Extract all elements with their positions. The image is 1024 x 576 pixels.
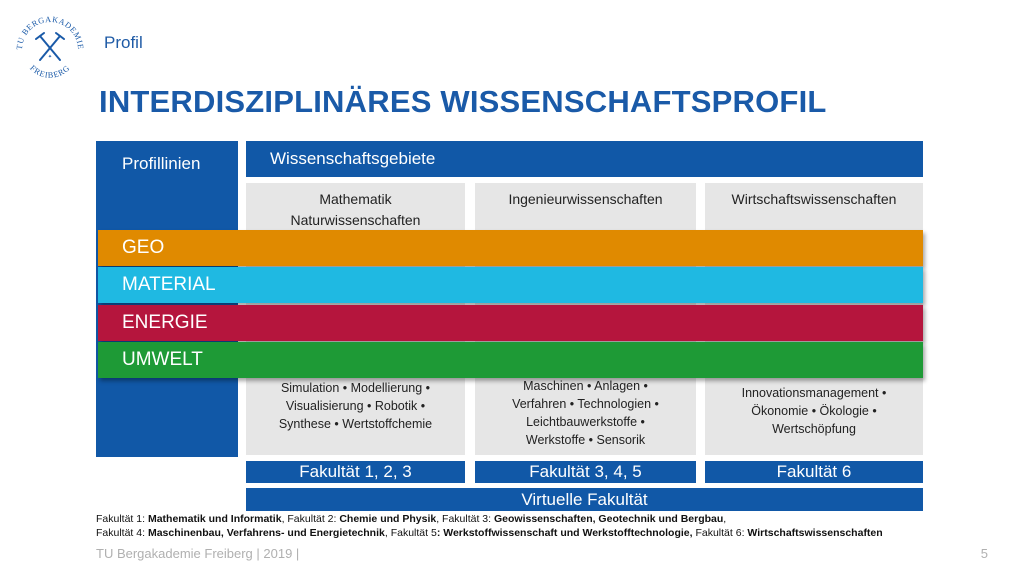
footnote-segment: Chemie und Physik <box>339 513 437 525</box>
faculty-bar-1: Fakultät 1, 2, 3 <box>246 461 465 483</box>
logo-star-icon: ✦ <box>48 54 52 60</box>
section-label: Profil <box>104 33 143 52</box>
faculty-footnote: Fakultät 1: Mathematik und Informatik, F… <box>96 512 883 540</box>
footnote-line-2: Fakultät 4: Maschinenbau, Verfahrens- un… <box>96 526 883 540</box>
column-title-line: Wirtschaftswissenschaften <box>731 191 897 207</box>
footnote-segment: , Fakultät 3: <box>436 513 494 525</box>
band-umwelt: UMWELT <box>98 342 923 378</box>
band-material: MATERIAL <box>98 267 923 303</box>
column-detail-line: Simulation • Modellierung • <box>280 381 431 395</box>
column-title-line: Mathematik <box>319 191 392 207</box>
footnote-segment: Maschinenbau, Verfahrens- und Energietec… <box>147 527 385 539</box>
band-label: MATERIAL <box>122 274 216 295</box>
hammer-pick-icon <box>35 32 65 61</box>
band-energie: ENERGIE <box>98 305 923 341</box>
footnote-segment: : Werkstoffwissenschaft und Werkstofftec… <box>436 527 693 539</box>
column-title: Ingenieurwissenschaften <box>475 189 696 210</box>
footnote-segment: , Fakultät 5 <box>384 527 437 539</box>
footnote-segment: Fakultät 4: <box>96 527 148 539</box>
footnote-segment: , Fakultät 2: <box>281 513 340 525</box>
band-label: UMWELT <box>122 349 203 370</box>
footnote-segment: , <box>723 513 727 525</box>
band-geo: GEO <box>98 230 923 266</box>
logo-ring-top: TU BERGAKADEMIE <box>15 15 85 50</box>
column-title-line: Ingenieurwissenschaften <box>508 191 663 207</box>
column-detail-line: Maschinen • Anlagen • <box>523 379 648 393</box>
column-details: Innovationsmanagement • Ökonomie • Ökolo… <box>705 384 923 438</box>
footnote-segment: Wirtschaftswissenschaften <box>747 527 883 539</box>
footnote-segment: Mathematik und Informatik <box>147 513 282 525</box>
column-detail-line: Wertschöpfung <box>772 422 856 436</box>
logo-ring-bottom: FREIBERG <box>28 63 71 79</box>
column-detail-line: Innovationsmanagement • <box>741 386 887 400</box>
column-title: Wirtschaftswissenschaften <box>705 189 923 210</box>
svg-text:TU BERGAKADEMIE: TU BERGAKADEMIE <box>15 15 85 50</box>
column-detail-line: Leichtbauwerkstoffe • <box>526 415 645 429</box>
faculty-bar-2: Fakultät 3, 4, 5 <box>475 461 696 483</box>
profillinien-label: Profillinien <box>122 154 201 173</box>
column-detail-line: Visualisierung • Robotik • <box>285 399 426 413</box>
page-title: INTERDISZIPLINÄRES WISSENSCHAFTSPROFIL <box>99 84 827 119</box>
svg-text:FREIBERG: FREIBERG <box>28 63 72 79</box>
wissenschaftsgebiete-label: Wissenschaftsgebiete <box>270 149 436 168</box>
footer-text: TU Bergakademie Freiberg | 2019 | <box>96 546 300 561</box>
column-title-line: Naturwissenschaften <box>290 212 421 228</box>
column-detail-line: Verfahren • Technologien • <box>512 397 659 411</box>
column-detail-line: Werkstoffe • Sensorik <box>525 433 646 447</box>
column-details: Simulation • Modellierung • Visualisieru… <box>246 379 465 433</box>
footnote-segment: Fakultät 1: <box>96 513 148 525</box>
column-title: Mathematik Naturwissenschaften <box>246 189 465 231</box>
footnote-line-1: Fakultät 1: Mathematik und Informatik, F… <box>96 512 883 526</box>
faculty-bar-3: Fakultät 6 <box>705 461 923 483</box>
column-detail-line: Synthese • Wertstoffchemie <box>278 417 433 431</box>
footnote-segment: Geowissenschaften, Geotechnik und Bergba… <box>493 513 724 525</box>
column-details: Maschinen • Anlagen • Verfahren • Techno… <box>475 377 696 449</box>
virtual-faculty-bar: Virtuelle Fakultät <box>246 488 923 511</box>
footnote-segment: Fakultät 6: <box>692 527 748 539</box>
band-label: ENERGIE <box>122 312 208 333</box>
band-label: GEO <box>122 237 165 258</box>
tu-bergakademie-logo: TU BERGAKADEMIE FREIBERG ✦ <box>15 15 85 80</box>
column-detail-line: Ökonomie • Ökologie • <box>751 404 877 418</box>
wissenschaftsgebiete-bar: Wissenschaftsgebiete <box>246 141 923 177</box>
page-number: 5 <box>980 546 988 561</box>
